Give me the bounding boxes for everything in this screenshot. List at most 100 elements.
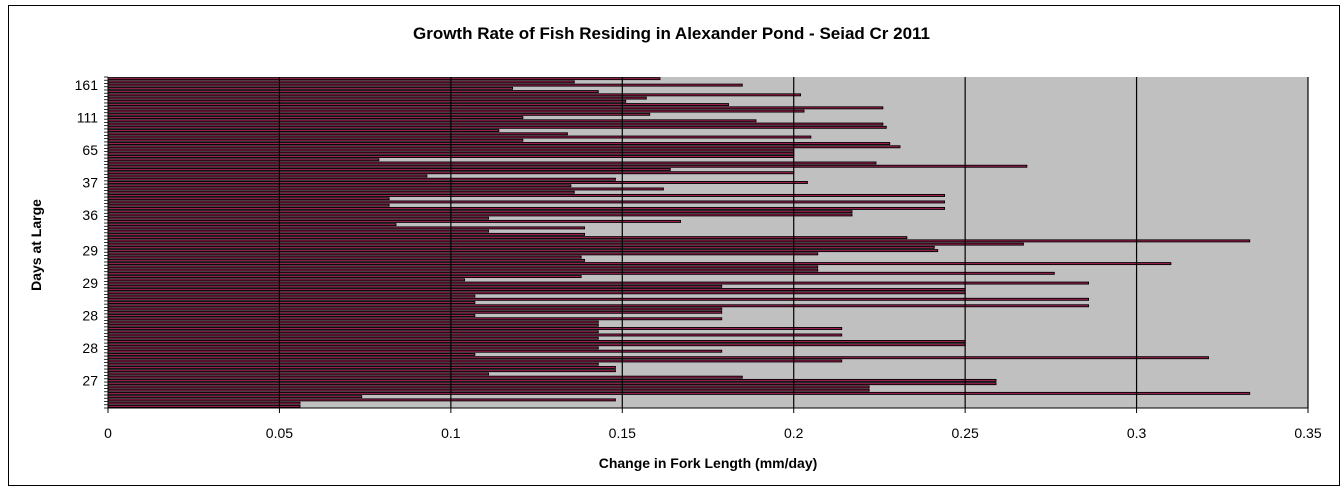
y-axis-title: Days at Large [28,199,44,291]
bar [107,294,476,298]
bar [107,77,661,81]
bar [107,375,743,379]
bar [107,109,805,113]
bar [107,349,723,353]
gridlines [278,77,1309,408]
x-tick-label: 0.05 [266,425,293,441]
x-tick-label: 0.1 [441,425,461,441]
x-tick-label: 0.3 [1127,425,1147,441]
y-tick-label: 29 [82,275,98,291]
bar [107,327,843,330]
y-tick-label: 28 [82,308,98,324]
bar [107,174,428,178]
x-tick-label: 0.15 [609,425,636,441]
bar [107,281,1090,285]
bar [107,164,1028,168]
bar [107,219,682,223]
bar [107,242,1024,246]
bar [107,106,884,110]
bar [107,291,966,295]
bar [107,352,476,356]
bar [107,158,380,162]
bar [107,369,616,373]
y-tick-label: 29 [82,243,98,259]
bar [107,232,586,236]
x-tick-label: 0 [104,425,112,441]
y-tick-label: 37 [82,174,98,190]
bar [107,145,901,149]
bar [107,258,586,262]
bar [107,382,997,386]
bar [107,125,887,129]
bar [107,252,819,256]
bar [107,213,853,217]
bar [107,236,908,240]
bar [107,181,808,184]
bar [107,388,870,392]
bar [107,262,1172,266]
bar [107,177,616,181]
bar [107,203,390,207]
bar [107,330,599,334]
bar [107,398,616,402]
bar [107,80,575,84]
bar [107,99,627,103]
bar [107,184,572,188]
bar [107,116,524,120]
bar [107,268,819,272]
x-tick-label: 0.25 [952,425,979,441]
plot-background [108,77,1308,408]
bar [107,404,301,408]
bar [107,317,723,321]
bar [107,210,853,214]
plot-area [108,77,1308,408]
bar [107,122,884,126]
bar [107,304,1090,308]
bar [107,340,966,343]
bar [107,320,599,324]
bar [107,359,843,363]
bar [107,132,568,136]
bar [107,103,730,107]
y-tick-label: 111 [77,110,98,126]
bar [107,323,599,327]
bar [107,197,390,201]
bar [107,365,616,369]
bar [107,93,802,97]
bar [107,255,582,259]
bar [107,135,812,139]
bar [107,190,575,194]
bar [107,96,647,100]
bar [107,284,723,288]
bar [107,193,946,197]
x-axis-title: Change in Fork Length (mm/day) [598,455,818,471]
bar [107,395,363,399]
bar [107,297,1090,301]
bar [107,187,664,191]
y-tick-label: 27 [82,372,98,388]
bar [107,362,599,366]
chart-title: Growth Rate of Fish Residing in Alexande… [412,24,931,43]
bar [107,83,743,87]
bar [107,245,935,249]
bar [107,310,723,314]
y-axis-ticks: 161 111 65 37 36 29 29 28 28 27 [75,76,108,409]
y-tick-label: 28 [82,340,98,356]
bar [107,378,997,382]
bar [107,86,514,90]
bar [107,223,397,227]
bar [107,265,819,269]
bar [107,385,870,389]
bar [107,249,939,253]
bar [107,229,490,233]
bar [107,142,891,145]
x-tick-label: 0.2 [784,425,804,441]
bar [107,112,651,116]
bar [107,119,757,123]
bar [107,314,476,317]
bar [107,372,490,376]
bar [107,200,946,204]
bar [107,161,877,165]
bar [107,129,500,133]
bar [107,346,599,350]
